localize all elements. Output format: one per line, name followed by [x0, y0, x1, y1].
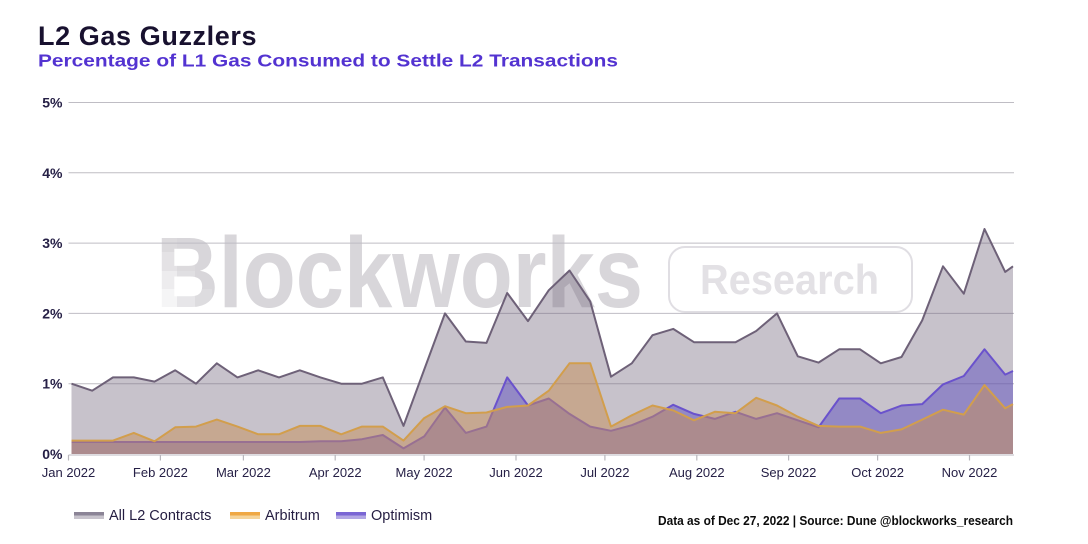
svg-text:Feb 2022: Feb 2022	[133, 465, 188, 480]
svg-text:Percentage of L1 Gas Consumed: Percentage of L1 Gas Consumed to Settle …	[38, 51, 618, 71]
svg-text:Data as of Dec 27, 2022 | Sour: Data as of Dec 27, 2022 | Source: Dune @…	[658, 514, 1013, 528]
svg-text:All L2 Contracts: All L2 Contracts	[109, 508, 211, 524]
svg-text:2%: 2%	[42, 305, 63, 321]
svg-text:0%: 0%	[42, 446, 63, 462]
svg-text:Optimism: Optimism	[371, 508, 432, 524]
svg-text:Oct 2022: Oct 2022	[851, 465, 904, 480]
svg-text:Aug 2022: Aug 2022	[669, 465, 725, 480]
svg-text:Jan 2022: Jan 2022	[42, 465, 96, 480]
svg-text:3%: 3%	[42, 235, 63, 251]
svg-text:Jul 2022: Jul 2022	[580, 465, 629, 480]
svg-text:May 2022: May 2022	[396, 465, 453, 480]
svg-text:Arbitrum: Arbitrum	[265, 508, 320, 524]
svg-text:Blockworks: Blockworks	[156, 217, 643, 329]
svg-text:L2 Gas Guzzlers: L2 Gas Guzzlers	[38, 21, 257, 51]
svg-text:Research: Research	[700, 256, 879, 303]
svg-text:Sep 2022: Sep 2022	[761, 465, 817, 480]
svg-text:5%: 5%	[42, 95, 63, 111]
svg-text:Nov 2022: Nov 2022	[942, 465, 998, 480]
svg-text:Apr 2022: Apr 2022	[309, 465, 362, 480]
svg-text:1%: 1%	[42, 376, 63, 392]
svg-text:Mar 2022: Mar 2022	[216, 465, 271, 480]
svg-text:4%: 4%	[42, 165, 63, 181]
svg-text:Jun 2022: Jun 2022	[489, 465, 543, 480]
